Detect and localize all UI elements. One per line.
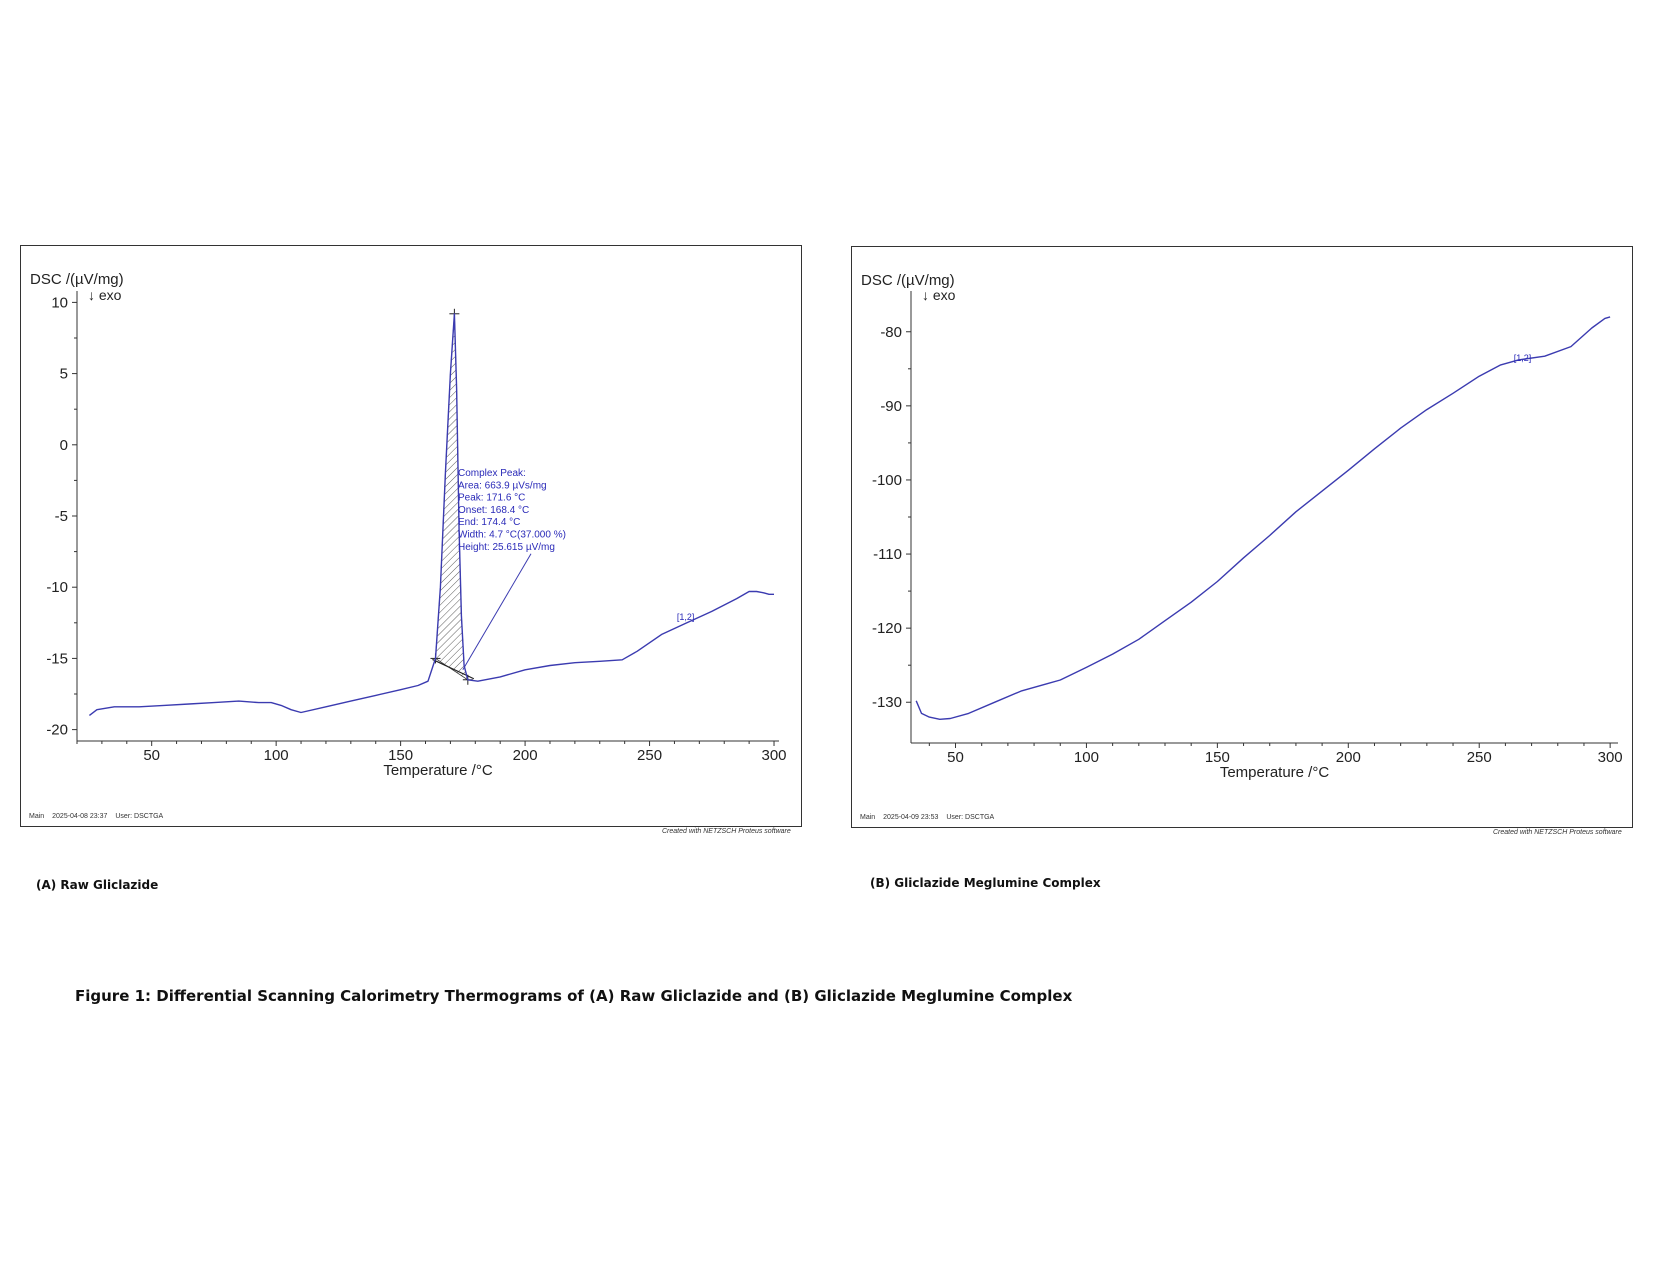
y-tick-label: 10	[51, 294, 68, 311]
segment-label: [1,2]	[677, 612, 695, 622]
exo-direction-marker: ↓ exo	[922, 287, 956, 303]
x-tick-label: 150	[388, 747, 413, 764]
panel-caption-b: (B) Gliclazide Meglumine Complex	[870, 876, 1101, 890]
y-tick-label: -10	[46, 579, 68, 596]
footer-main: Main	[29, 813, 45, 820]
y-tick-label: -90	[880, 398, 902, 415]
footer-timestamp: 2025-04-09 23:53	[883, 814, 939, 821]
exo-direction-marker: ↓ exo	[88, 287, 122, 303]
software-credit: Created with NETZSCH Proteus software	[662, 828, 791, 835]
chart-footer: Main 2025-04-09 23:53 User: DSCTGA	[860, 814, 1000, 821]
x-tick-label: 50	[143, 747, 160, 764]
panel-caption-a: (A) Raw Gliclazide	[36, 878, 159, 892]
x-tick-label: 250	[637, 747, 662, 764]
x-tick-label: 150	[1205, 749, 1230, 766]
x-tick-label: 300	[1598, 749, 1623, 766]
figure-caption: Figure 1: Differential Scanning Calorime…	[75, 987, 1073, 1005]
y-tick-label: -80	[880, 324, 902, 341]
y-axis-title: DSC /(µV/mg)	[861, 272, 955, 289]
chart-plot-b: -80 -90 -100 -110 -120 -130 50 100 150 200 250 300 T…	[872, 287, 1623, 781]
peak-annotation: Complex Peak:Area: 663.9 µVs/mg Peak: 171…	[458, 468, 566, 553]
y-tick-label: -20	[46, 722, 68, 739]
annotation-leader-line	[462, 553, 532, 671]
x-tick-label: 300	[762, 747, 787, 764]
x-tick-label: 200	[1336, 749, 1361, 766]
x-axis-title: Temperature /°C	[383, 762, 493, 779]
footer-user: User: DSCTGA	[115, 813, 164, 820]
dsc-curve	[915, 316, 1611, 720]
footer-user: User: DSCTGA	[946, 814, 995, 821]
peak-annotation-line: Width: 4.7 °C(37.000 %)	[458, 530, 566, 541]
peak-annotation-line: Onset: 168.4 °C	[458, 505, 529, 516]
footer-timestamp: 2025-04-08 23:37	[52, 813, 108, 820]
x-tick-label: 50	[947, 749, 964, 766]
y-tick-label: -130	[872, 694, 902, 711]
peak-annotation-line: End: 174.4 °C	[458, 517, 520, 528]
x-tick-label: 250	[1467, 749, 1492, 766]
dsc-curve	[88, 313, 774, 716]
chart-panel-a: DSC /(µV/mg) 10 5 0 -5 -10 -15 -20 50 100 150 200 2…	[20, 245, 802, 827]
x-tick-label: 100	[264, 747, 289, 764]
y-tick-label: 5	[60, 366, 68, 383]
peak-annotation-line: Peak: 171.6 °C	[458, 493, 525, 504]
x-tick-label: 200	[513, 747, 538, 764]
segment-label: [1,2]	[1514, 353, 1532, 363]
peak-annotation-line: Height: 25.615 µV/mg	[458, 542, 555, 553]
software-credit: Created with NETZSCH Proteus software	[1493, 829, 1622, 836]
peak-annotation-line: Area: 663.9 µVs/mg	[458, 480, 547, 491]
y-tick-label: -15	[46, 650, 68, 667]
y-tick-label: -120	[872, 620, 902, 637]
x-axis-title: Temperature /°C	[1220, 764, 1330, 781]
chart-footer: Main 2025-04-08 23:37 User: DSCTGA	[29, 813, 169, 820]
y-tick-label: -5	[55, 508, 68, 525]
footer-main: Main	[860, 814, 876, 821]
y-axis-title: DSC /(µV/mg)	[30, 271, 124, 288]
peak-annotation-line: Complex Peak:	[458, 468, 526, 479]
y-tick-label: 0	[60, 437, 68, 454]
x-tick-label: 100	[1074, 749, 1099, 766]
y-tick-label: -100	[872, 472, 902, 489]
y-tick-label: -110	[873, 546, 902, 563]
chart-panel-b: DSC /(µV/mg) -80 -90 -100 -110 -120 -130 50 100…	[851, 246, 1633, 828]
